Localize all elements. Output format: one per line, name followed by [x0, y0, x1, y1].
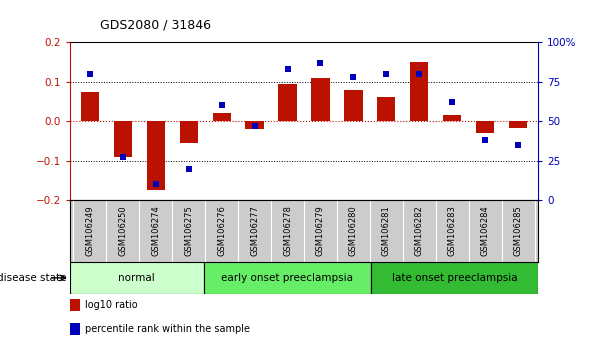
Point: [184, 166, 193, 171]
Point: [151, 181, 161, 187]
Text: GSM106282: GSM106282: [415, 206, 424, 256]
Text: GSM106285: GSM106285: [514, 206, 523, 256]
Bar: [70, 323, 80, 335]
Point: [283, 67, 292, 72]
Bar: [246, 121, 264, 129]
Bar: [179, 121, 198, 143]
Text: late onset preeclampsia: late onset preeclampsia: [392, 273, 517, 283]
Text: GSM106284: GSM106284: [481, 206, 490, 256]
Text: normal: normal: [119, 273, 155, 283]
Bar: [410, 62, 429, 121]
Point: [316, 60, 325, 66]
Text: GSM106276: GSM106276: [217, 206, 226, 256]
Point: [513, 142, 523, 148]
Text: GSM106281: GSM106281: [382, 206, 391, 256]
Bar: [371, 262, 538, 294]
Text: GSM106249: GSM106249: [85, 206, 94, 256]
Bar: [344, 90, 362, 121]
Text: GSM106278: GSM106278: [283, 206, 292, 256]
Bar: [443, 115, 461, 121]
Bar: [147, 121, 165, 190]
Point: [216, 103, 226, 108]
Point: [447, 99, 457, 105]
Text: GSM106277: GSM106277: [250, 206, 259, 256]
Text: log10 ratio: log10 ratio: [85, 301, 137, 310]
Bar: [311, 78, 330, 121]
Point: [250, 123, 260, 129]
Bar: [81, 92, 98, 121]
Bar: [510, 121, 527, 129]
Text: GSM106274: GSM106274: [151, 206, 160, 256]
Text: GSM106250: GSM106250: [118, 206, 127, 256]
Bar: [378, 97, 395, 121]
Point: [85, 71, 95, 77]
Point: [348, 74, 358, 80]
Point: [480, 137, 490, 143]
Text: GDS2080 / 31846: GDS2080 / 31846: [100, 19, 212, 32]
Text: percentile rank within the sample: percentile rank within the sample: [85, 324, 250, 334]
Point: [415, 71, 424, 77]
Bar: [278, 84, 297, 121]
Point: [118, 155, 128, 160]
Text: GSM106283: GSM106283: [448, 206, 457, 256]
Text: GSM106280: GSM106280: [349, 206, 358, 256]
Point: [382, 71, 392, 77]
Bar: [70, 262, 204, 294]
Bar: [213, 113, 230, 121]
Text: GSM106279: GSM106279: [316, 206, 325, 256]
Text: disease state: disease state: [0, 273, 67, 283]
Bar: [204, 262, 371, 294]
Bar: [114, 121, 132, 157]
Text: GSM106275: GSM106275: [184, 206, 193, 256]
Bar: [70, 299, 80, 312]
Text: early onset preeclampsia: early onset preeclampsia: [221, 273, 353, 283]
Bar: [476, 121, 494, 133]
